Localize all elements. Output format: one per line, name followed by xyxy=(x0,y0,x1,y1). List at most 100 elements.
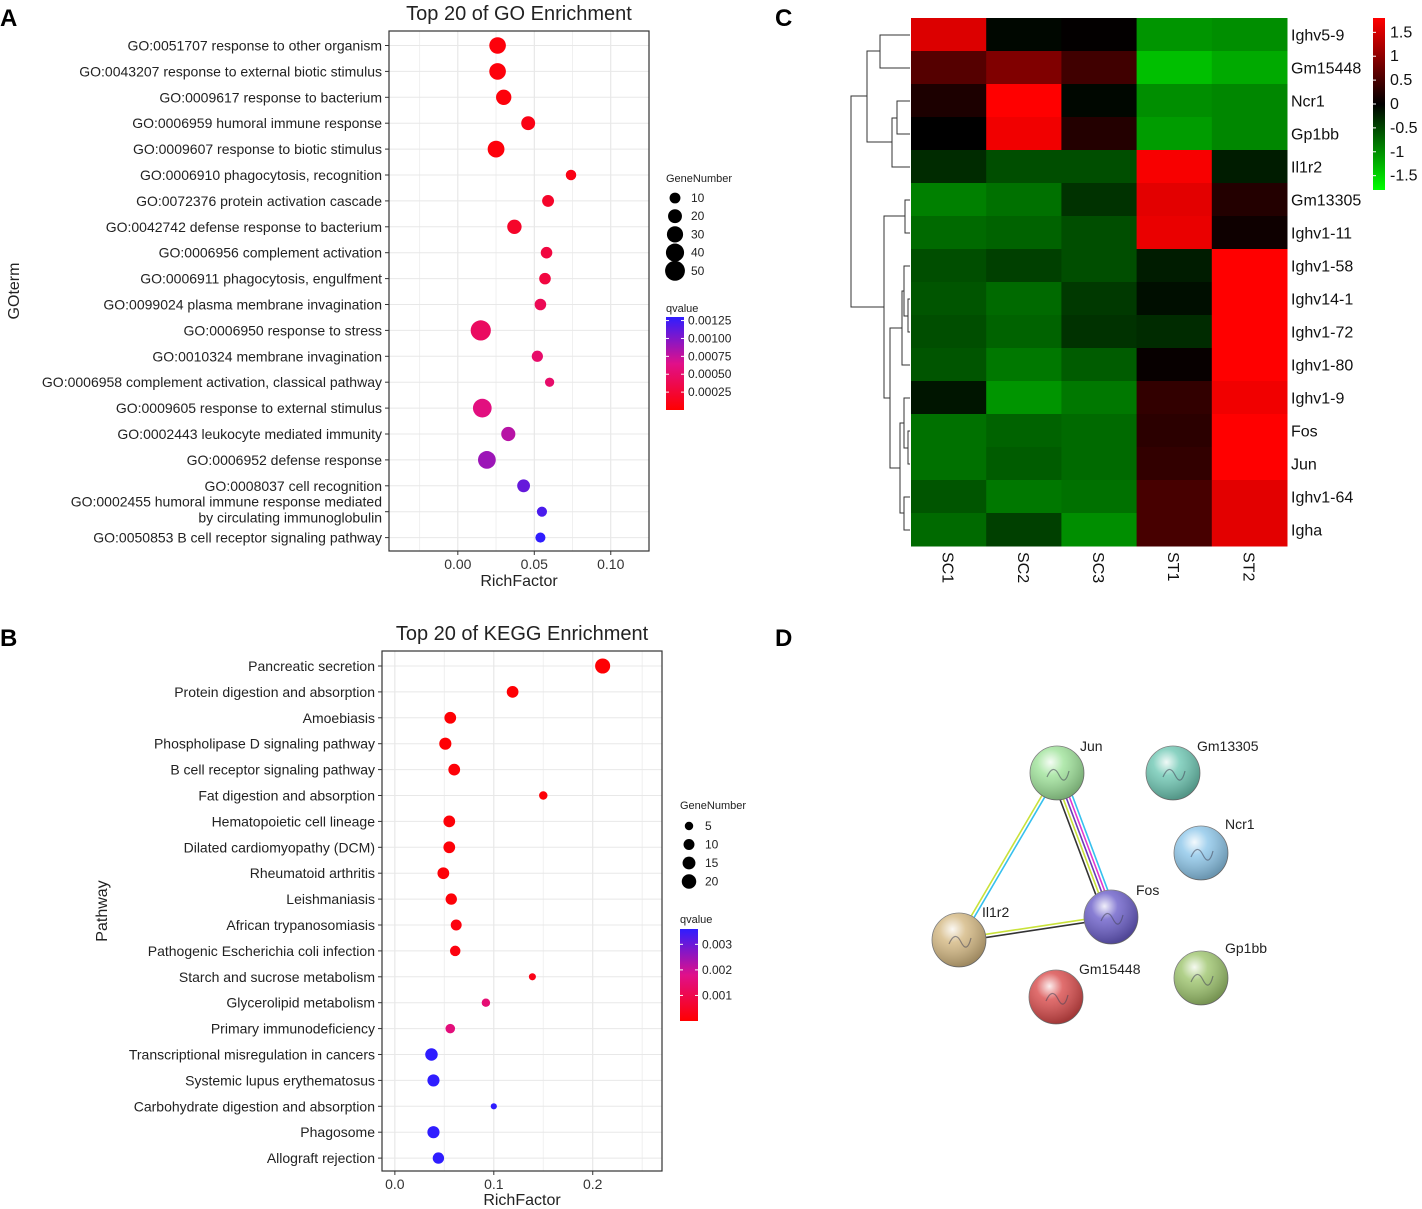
heatmap-cell xyxy=(911,414,987,448)
kegg-category-label: Pathogenic Escherichia coli infection xyxy=(148,943,375,959)
heatmap-row-label: Ighv14-1 xyxy=(1291,292,1353,309)
heatmap-cell xyxy=(1211,348,1288,382)
dendro-branch xyxy=(903,496,910,531)
kegg-size-legend-title: GeneNumber xyxy=(680,800,746,812)
heatmap-cell xyxy=(1061,84,1138,118)
heatmap-cell xyxy=(911,117,987,151)
heatmap-row-labels: Ighv5-9 Gm15448 Ncr1 Gp1bb Il1r2 Gm13305 Ighv1… xyxy=(1291,28,1361,540)
kegg-qvalue-label: 0.002 xyxy=(702,963,732,977)
expression-heatmap: Ighv5-9 Gm15448 Ncr1 Gp1bb Il1r2 Gm13305 Ighv1… xyxy=(850,18,1418,583)
heatmap-cell xyxy=(1136,513,1213,547)
go-category-label: by circulating immunoglobulin xyxy=(198,510,382,526)
dendro-branch xyxy=(907,298,910,333)
protein-structure-icon xyxy=(1100,912,1124,925)
go-category-label: GO:0008037 cell recognition xyxy=(205,478,382,494)
panel-letter-d: D xyxy=(775,625,792,652)
heatmap-row-label: Ighv1-58 xyxy=(1291,259,1353,276)
kegg-category-label: B cell receptor signaling pathway xyxy=(170,762,375,778)
kegg-category-label: Pancreatic secretion xyxy=(248,658,375,674)
kegg-gridlines xyxy=(382,651,662,1171)
go-size-legend-dot xyxy=(665,260,685,281)
dendro-branch xyxy=(891,117,910,168)
go-size-legend-dot xyxy=(665,243,685,262)
go-category-label: GO:0050853 B cell receptor signaling pat… xyxy=(93,530,382,546)
heatmap-row-label: Gm15448 xyxy=(1291,61,1361,78)
kegg-size-legend-label: 20 xyxy=(705,875,719,889)
heatmap-cell xyxy=(986,480,1062,514)
heatmap-cells xyxy=(911,18,1288,547)
dendro-branch xyxy=(899,422,904,514)
kegg-plot-frame xyxy=(381,650,663,1172)
heatmap-cell xyxy=(911,84,987,118)
go-category-label: GO:0009605 response to external stimulus xyxy=(116,400,382,416)
heatmap-cell xyxy=(1136,117,1213,151)
kegg-category-label: Leishmaniasis xyxy=(286,891,375,907)
heatmap-cell xyxy=(1136,315,1213,349)
go-qvalue-label: 0.00050 xyxy=(688,367,732,381)
go-category-label: GO:0006950 response to stress xyxy=(184,322,382,338)
kegg-category-label: Dilated cardiomyopathy (DCM) xyxy=(184,839,375,855)
network-node-gm13305: Gm13305 xyxy=(1145,738,1259,801)
heatmap-cell xyxy=(1136,18,1213,52)
kegg-point xyxy=(506,686,519,698)
heatmap-cell xyxy=(1136,249,1213,283)
network-node-fos: Fos xyxy=(1083,882,1159,945)
network-node-label: Gm15448 xyxy=(1079,961,1141,977)
heatmap-cell xyxy=(1211,381,1288,415)
heatmap-row-label: Ncr1 xyxy=(1291,94,1325,111)
heatmap-row-label: Gm13305 xyxy=(1291,193,1361,210)
go-point xyxy=(470,320,491,341)
heatmap-cell xyxy=(986,381,1062,415)
go-category-label: GO:0006911 phagocytosis, engulfment xyxy=(140,271,382,287)
kegg-x-tick-label: 0.1 xyxy=(484,1176,504,1192)
kegg-point xyxy=(490,1103,497,1110)
kegg-y-axis-title: Pathway xyxy=(94,880,111,941)
kegg-category-label: Hematopoietic cell lineage xyxy=(212,813,376,829)
protein-structure-icon xyxy=(1046,768,1070,781)
heatmap-cell xyxy=(1211,414,1288,448)
heatmap-cell xyxy=(911,183,987,217)
go-category-label: GO:0042742 defense response to bacterium xyxy=(106,219,382,235)
kegg-category-label: African trypanosomiasis xyxy=(226,917,375,933)
kegg-point xyxy=(443,815,456,828)
kegg-category-label: Phagosome xyxy=(300,1124,375,1140)
heatmap-colorbar-label: 0.5 xyxy=(1390,72,1412,89)
kegg-category-label: Systemic lupus erythematosus xyxy=(185,1072,375,1088)
network-node-shine xyxy=(1146,746,1200,800)
go-category-label: GO:0006958 complement activation, classi… xyxy=(42,374,382,390)
heatmap-cell xyxy=(986,348,1062,382)
heatmap-cell xyxy=(911,348,987,382)
network-node-shine xyxy=(1029,970,1083,1024)
heatmap-row-label: Fos xyxy=(1291,424,1318,441)
heatmap-cell xyxy=(911,150,987,184)
go-size-legend-label: 30 xyxy=(691,227,705,241)
heatmap-cell xyxy=(1211,51,1288,85)
heatmap-column-label: ST2 xyxy=(1239,552,1256,581)
heatmap-column-label: SC1 xyxy=(939,552,956,583)
heatmap-cell xyxy=(986,513,1062,547)
heatmap-row-label: Ighv1-72 xyxy=(1291,325,1353,342)
kegg-size-legend-label: 5 xyxy=(705,819,712,833)
network-node-shine xyxy=(1174,951,1228,1005)
heatmap-cell xyxy=(911,381,987,415)
network-node-il1r2: Il1r2 xyxy=(931,904,1009,968)
heatmap-cell xyxy=(911,216,987,250)
kegg-point xyxy=(449,945,461,957)
heatmap-cell xyxy=(911,249,987,283)
heatmap-colorbar xyxy=(1373,18,1385,190)
heatmap-cell xyxy=(911,315,987,349)
go-point xyxy=(531,350,543,362)
panel-letter-b: B xyxy=(0,625,17,652)
network-node-label: Gm13305 xyxy=(1197,738,1259,754)
kegg-point xyxy=(445,1023,456,1034)
go-point xyxy=(507,219,522,234)
kegg-category-label: Carbohydrate digestion and absorption xyxy=(134,1098,375,1114)
kegg-points xyxy=(425,658,611,1164)
heatmap-cell xyxy=(986,117,1062,151)
go-point xyxy=(536,506,547,517)
heatmap-cell xyxy=(1136,150,1213,184)
kegg-size-legend-dot xyxy=(684,821,694,831)
heatmap-cell xyxy=(1061,513,1138,547)
heatmap-colorbar-label: -1.5 xyxy=(1390,168,1418,185)
go-x-tick-label: 0.10 xyxy=(597,556,624,572)
